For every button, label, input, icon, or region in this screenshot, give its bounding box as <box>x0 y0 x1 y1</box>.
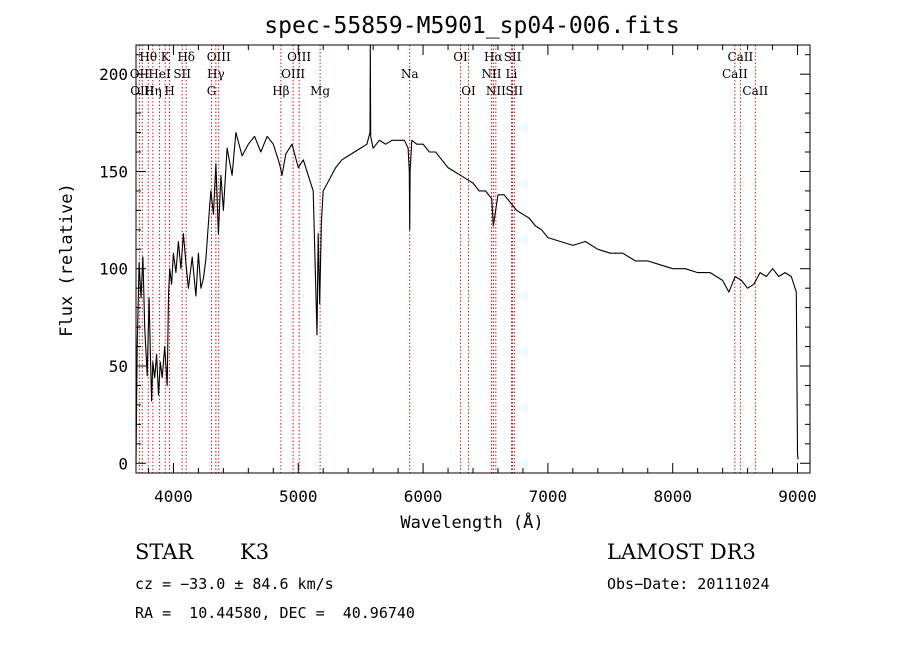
coordinates: RA = 10.44580, DEC = 40.96740 <box>135 604 415 622</box>
object-class: STAR <box>135 540 194 564</box>
plot-frame <box>135 44 811 474</box>
y-tick-label: 50 <box>109 357 128 376</box>
redshift-text: cz = −33.0 ± 84.6 km/s <box>135 575 334 593</box>
spectral-line-label: SII <box>173 67 191 81</box>
spectral-line-label: NII <box>481 67 501 81</box>
spectral-line-label: K <box>161 50 171 64</box>
x-tick-label: 4000 <box>154 487 193 506</box>
spectral-line-label: OIII <box>207 50 231 64</box>
survey-name: LAMOST DR3 <box>607 540 756 564</box>
spectral-line-markers <box>138 45 756 473</box>
y-tick-label: 100 <box>99 260 128 279</box>
series-layer <box>135 44 799 464</box>
spectral-line-label: Mg <box>310 84 330 98</box>
spectral-line-label: CaII <box>727 50 753 64</box>
spectral-line-label: Li <box>506 67 518 81</box>
y-axis-ticks: 0 50 100 150 200 <box>99 54 810 473</box>
x-axis-ticks: 4000 5000 6000 7000 8000 9000 <box>147 45 817 506</box>
spectral-line-label: OIII <box>281 67 305 81</box>
spectral-line-label: G <box>207 84 217 98</box>
x-tick-label: 6000 <box>404 487 443 506</box>
y-tick-label: 0 <box>118 454 128 473</box>
y-tick-label: 200 <box>99 65 128 84</box>
spectral-line-label: OI <box>461 84 476 98</box>
spectral-line-label: OIII <box>287 50 311 64</box>
spectral-line-label: Hγ <box>207 67 225 81</box>
x-tick-label: 9000 <box>778 487 817 506</box>
spectral-line-label: Hδ <box>177 50 195 64</box>
x-tick-label: 7000 <box>529 487 568 506</box>
chart-title: spec-55859-M5901_sp04-006.fits <box>264 13 679 39</box>
spectral-line-label: SII <box>504 50 522 64</box>
x-axis-label: Wavelength (Å) <box>400 511 543 533</box>
spectral-line-label: Hθ <box>139 50 157 64</box>
spectral-line-label: Na <box>401 67 419 81</box>
x-tick-label: 5000 <box>279 487 318 506</box>
obs-date: Obs−Date: 20111024 <box>607 575 770 593</box>
spectral-line-label: Hα <box>484 50 503 64</box>
spectral-line-label: CaII <box>742 84 768 98</box>
spectral-line-label: HeI <box>148 67 171 81</box>
y-tick-label: 150 <box>99 162 128 181</box>
spectrum-line <box>135 44 799 464</box>
spectral-line-label: NII <box>486 84 506 98</box>
x-tick-label: 8000 <box>653 487 692 506</box>
spectral-line-label: Hη <box>144 84 162 98</box>
y-axis-label: Flux (relative) <box>57 183 77 337</box>
spectral-line-label: Hβ <box>272 84 289 98</box>
spectral-line-label: H <box>164 84 174 98</box>
spectral-subclass: K3 <box>240 540 270 564</box>
spectral-line-label: SII <box>505 84 523 98</box>
spectral-line-label: OI <box>453 50 468 64</box>
spectral-line-label: CaII <box>722 67 748 81</box>
